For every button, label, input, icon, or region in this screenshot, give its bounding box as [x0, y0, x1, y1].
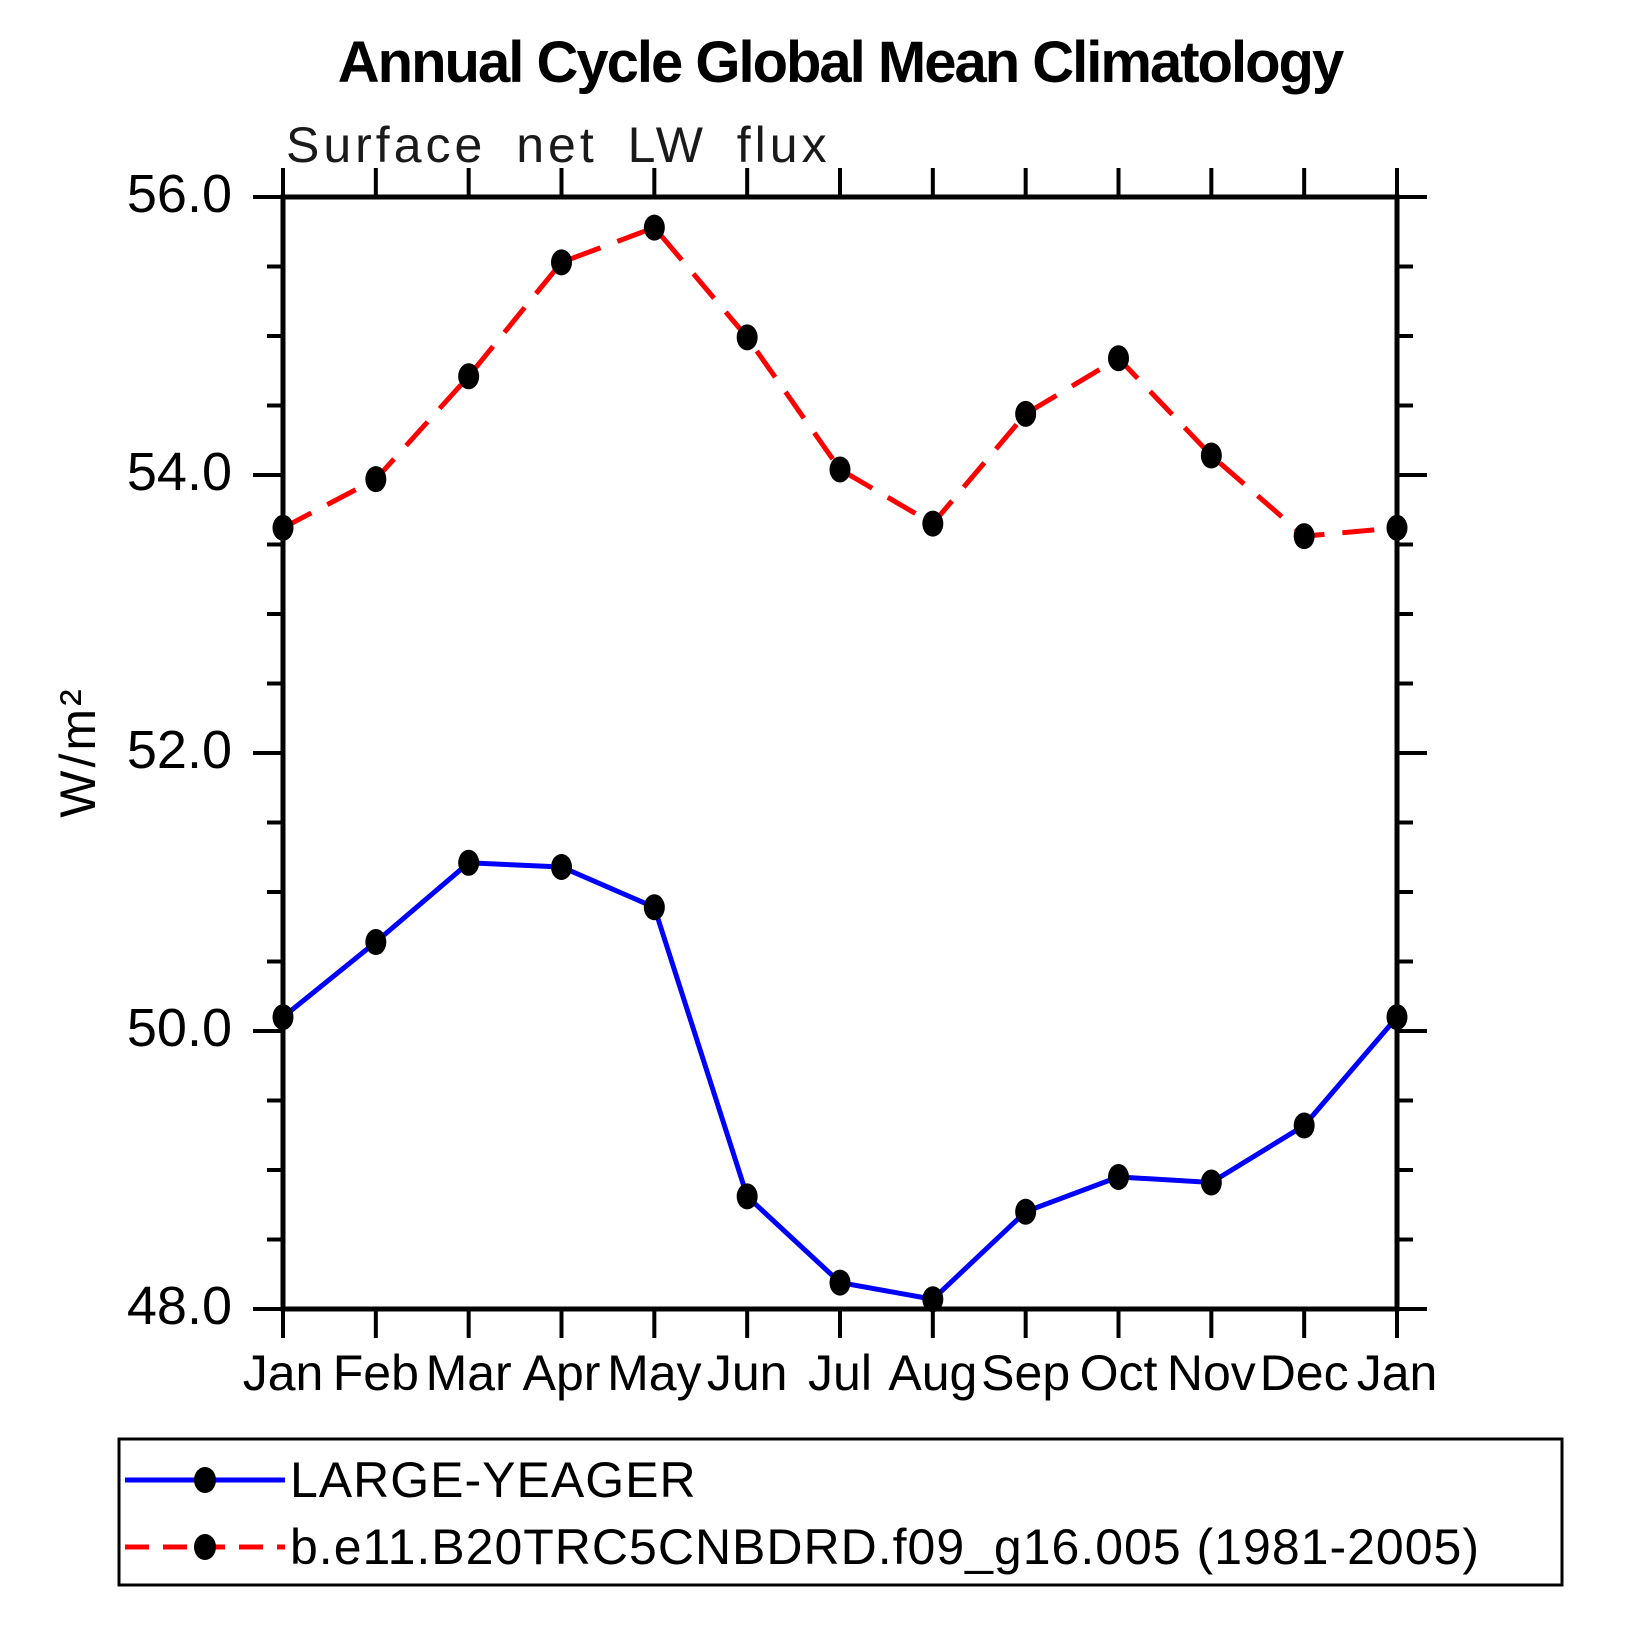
legend-entry-label-large-yeager: LARGE-YEAGER	[290, 1452, 697, 1508]
y-tick-label: 48.0	[126, 1276, 232, 1336]
data-point-marker	[643, 894, 665, 921]
x-tick-label: May	[607, 1345, 702, 1401]
x-tick-label: Sep	[981, 1345, 1071, 1401]
x-tick-label: Jun	[706, 1345, 788, 1401]
data-point-marker	[458, 363, 480, 390]
legend-frame	[117, 1437, 1564, 1587]
plot-frame	[280, 194, 1400, 1312]
data-point-marker	[458, 849, 480, 876]
data-point-marker	[1293, 523, 1315, 550]
data-point-marker	[1200, 442, 1222, 469]
x-tick-label: Mar	[425, 1345, 512, 1401]
axes-frame-and-ticks	[253, 168, 1427, 1338]
x-tick-label: Jan	[242, 1345, 324, 1401]
x-tick-label: Feb	[332, 1345, 419, 1401]
data-point-marker	[272, 514, 294, 541]
chart-subtitle: Surface net LW flux	[286, 117, 831, 173]
y-tick-label: 56.0	[126, 164, 232, 224]
data-point-marker	[1108, 345, 1129, 372]
x-tick-label: Oct	[1079, 1345, 1158, 1401]
data-point-marker	[272, 1004, 294, 1031]
data-point-marker	[922, 510, 944, 537]
x-tick-label: Jul	[808, 1345, 872, 1401]
data-point-marker	[365, 466, 387, 493]
x-tick-label: Dec	[1259, 1345, 1349, 1401]
data-point-marker	[1200, 1169, 1222, 1196]
legend-entry-label-model-run: b.e11.B20TRC5CNBDRD.f09_g16.005 (1981-20…	[290, 1519, 1480, 1575]
chart-title: Annual Cycle Global Mean Climatology	[337, 30, 1344, 95]
y-tick-label: 50.0	[126, 998, 232, 1058]
legend-box	[117, 1437, 1564, 1587]
data-point-marker	[829, 1269, 851, 1296]
series-line-0	[281, 860, 1399, 1302]
legend-sample-marker-0	[194, 1467, 216, 1493]
data-point-marker	[1386, 1004, 1408, 1031]
data-point-marker	[736, 1183, 758, 1210]
x-tick-label: Nov	[1166, 1345, 1256, 1401]
series-line-1	[281, 224, 1398, 539]
data-point-marker	[829, 456, 851, 483]
data-series	[272, 214, 1408, 1313]
legend-sample-marker-1	[194, 1534, 216, 1560]
x-tick-label: Jan	[1356, 1345, 1438, 1401]
y-tick-label: 52.0	[126, 720, 232, 780]
data-point-marker	[922, 1286, 944, 1313]
data-point-marker	[1386, 514, 1408, 541]
data-point-marker	[643, 214, 665, 241]
data-point-marker	[551, 853, 572, 880]
data-point-marker	[1015, 1198, 1037, 1225]
y-tick-label: 54.0	[126, 442, 232, 502]
data-point-marker	[1108, 1163, 1129, 1190]
x-tick-label: Apr	[522, 1345, 601, 1401]
data-point-marker	[1015, 400, 1037, 427]
data-point-marker	[551, 249, 572, 276]
data-point-marker	[1293, 1112, 1315, 1139]
x-tick-label: Aug	[888, 1345, 978, 1401]
data-point-marker	[365, 929, 387, 956]
data-point-marker	[736, 324, 758, 351]
